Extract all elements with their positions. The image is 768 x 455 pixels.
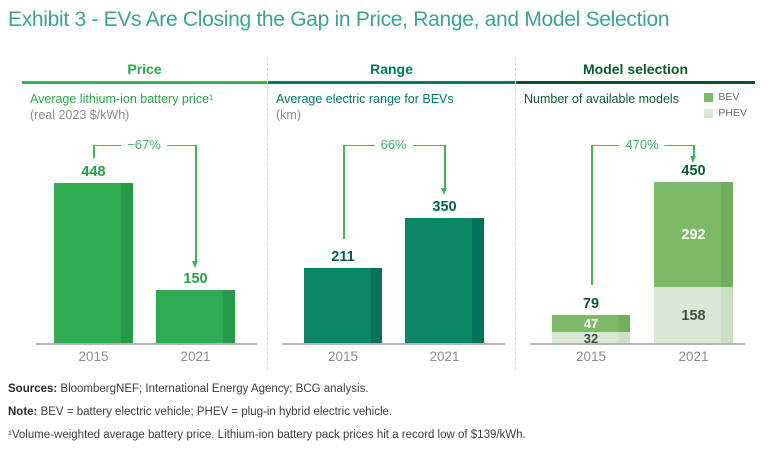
model-phev-2015-value: 32	[583, 330, 599, 346]
model-axis-line	[530, 343, 745, 345]
model-phev-2021-value: 158	[681, 307, 706, 324]
exhibit-title: Exhibit 3 - EVs Are Closing the Gap in P…	[8, 8, 670, 31]
model-phev-2015-segment: 32	[552, 330, 630, 346]
model-change-label: 470%	[619, 137, 665, 152]
legend-phev-label: PHEV	[718, 107, 747, 119]
panel-model-subtitle-text: Number of available models	[524, 92, 679, 106]
model-chart: 470% 79 47 32 450 292	[516, 127, 755, 364]
panel-range-subtitle-text: Average electric range for BEVs	[276, 92, 454, 106]
range-axis-line	[282, 343, 505, 345]
panel-price-subtitle-text: Average lithium-ion battery price¹	[30, 92, 214, 106]
price-bar-2015: 448	[54, 164, 133, 344]
panel-range: Range Average electric range for BEVs (k…	[267, 58, 515, 370]
range-change-label: 66%	[374, 137, 413, 152]
model-bracket-drop	[693, 145, 695, 156]
panel-price-subtitle: Average lithium-ion battery price¹ (real…	[22, 84, 267, 127]
model-bar-2015: 79 47 32	[552, 296, 630, 346]
note-label: Note:	[8, 406, 38, 418]
price-arrow-down-icon	[192, 261, 198, 268]
model-change-bracket: 470%	[591, 137, 693, 152]
range-bar-2015: 211	[304, 249, 382, 344]
legend-item-phev: PHEV	[704, 107, 747, 119]
range-bracket-drop	[444, 145, 446, 188]
panel-range-header: Range	[370, 61, 413, 77]
price-change-bracket: −67%	[93, 137, 195, 152]
footnote-line: ¹Volume-weighted average battery price. …	[8, 429, 526, 441]
price-axis-line	[36, 343, 257, 345]
panel-price-rule	[22, 81, 267, 84]
range-bar-2021: 350	[405, 199, 484, 344]
range-arrow-down-icon	[441, 188, 447, 195]
sources-line: Sources: BloombergNEF; International Ene…	[8, 382, 526, 396]
model-bev-2015-value: 47	[583, 316, 599, 331]
panels-container: Price Average lithium-ion battery price¹…	[22, 58, 755, 370]
price-value-2015: 448	[81, 164, 106, 180]
model-bar-2021: 450 292 158	[654, 163, 733, 344]
model-xlabel-2015: 2015	[575, 349, 607, 364]
panel-range-subtitle: Average electric range for BEVs (km)	[268, 84, 515, 127]
price-value-2021: 150	[183, 271, 208, 287]
panel-price-unit: (real 2023 $/kWh)	[30, 108, 130, 122]
sources-text: BloombergNEF; International Energy Agenc…	[57, 383, 369, 395]
model-bev-2021-value: 292	[681, 226, 706, 243]
price-bracket-tick	[93, 145, 95, 158]
model-bev-2015-segment: 47	[552, 315, 630, 332]
range-change-bracket: 66%	[343, 137, 444, 152]
model-bracket-tick	[591, 145, 593, 285]
note-text: BEV = battery electric vehicle; PHEV = p…	[37, 406, 393, 418]
range-value-2021: 350	[432, 199, 457, 215]
footer-notes: Sources: BloombergNEF; International Ene…	[8, 382, 526, 451]
panel-range-rule	[268, 81, 515, 84]
price-bar-2021-rect	[156, 290, 235, 344]
panel-price: Price Average lithium-ion battery price¹…	[22, 58, 267, 370]
legend-bev-label: BEV	[718, 91, 740, 103]
price-xlabel-2021: 2021	[180, 349, 211, 364]
sources-label: Sources:	[8, 383, 58, 395]
range-bar-2015-rect	[304, 268, 382, 344]
panel-model-rule	[516, 81, 755, 84]
model-xlabel-2021: 2021	[678, 349, 709, 364]
price-bar-2021: 150	[156, 271, 235, 344]
bev-swatch-icon	[704, 92, 714, 102]
range-value-2015: 211	[331, 249, 355, 265]
price-bracket-drop	[195, 145, 197, 261]
note-line: Note: BEV = battery electric vehicle; PH…	[8, 405, 526, 419]
range-xlabel-2015: 2015	[327, 349, 359, 364]
legend: BEV PHEV	[704, 91, 747, 123]
price-chart: −67% 448 150 2015 2021	[22, 127, 267, 364]
range-chart: 66% 211 350 2015 2021	[268, 127, 515, 364]
phev-swatch-icon	[704, 108, 714, 118]
model-arrow-down-icon	[690, 156, 696, 163]
range-xlabel-2021: 2021	[429, 349, 460, 364]
panel-range-unit: (km)	[276, 108, 301, 122]
panel-model-header: Model selection	[582, 61, 689, 77]
model-total-2021: 450	[681, 163, 706, 179]
model-phev-2021-segment: 158	[654, 287, 733, 344]
price-bar-2015-rect	[54, 183, 133, 344]
range-bar-2021-rect	[405, 218, 484, 344]
price-xlabel-2015: 2015	[78, 349, 109, 364]
panel-price-header: Price	[127, 61, 162, 77]
legend-item-bev: BEV	[704, 91, 747, 103]
panel-model-subtitle: Number of available models	[516, 84, 755, 127]
model-total-2015: 79	[582, 296, 600, 312]
model-bev-2021-segment: 292	[654, 182, 733, 287]
panel-model-selection: Model selection Number of available mode…	[515, 58, 755, 370]
price-change-label: −67%	[121, 137, 167, 152]
range-bracket-tick	[343, 145, 345, 239]
